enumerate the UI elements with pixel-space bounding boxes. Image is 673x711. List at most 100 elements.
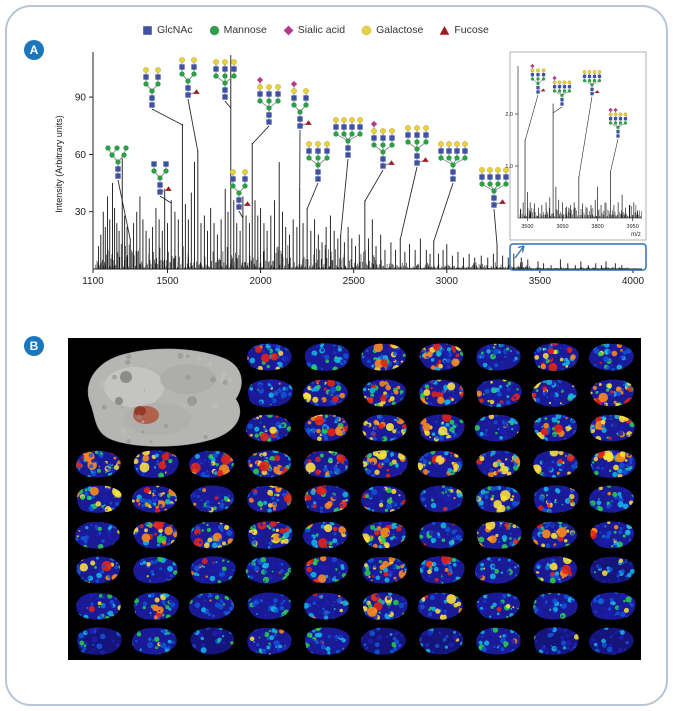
msi-tissue-image [474, 556, 520, 584]
msi-tissue-image [76, 450, 121, 478]
msi-tissue-image [190, 556, 236, 584]
msi-tissue-image [533, 485, 579, 513]
glycan-structure [143, 67, 161, 108]
msi-tissue-image [419, 414, 465, 442]
annotation-connector [610, 138, 619, 173]
annotation-connector [251, 125, 270, 145]
msi-tissue-image [362, 449, 408, 478]
msi-tissue-image [247, 485, 293, 513]
msi-tissue-image [131, 485, 177, 513]
glycan-structure [256, 76, 281, 125]
msi-tissue-image [248, 520, 294, 549]
msi-tissue-image [533, 556, 577, 584]
glycan-structure [230, 169, 251, 210]
annotation-connector [224, 100, 232, 109]
msi-tissue-image [247, 591, 292, 619]
inset-spectrum: 3500 3650 3800 3950 1.0 2.0 m/z [505, 51, 647, 241]
glycan-structure [333, 117, 363, 158]
msi-tissue-image [133, 449, 179, 478]
inset-x-tick-label: 3950 [627, 224, 639, 230]
msi-tissue-image [588, 485, 634, 513]
panel-b-label: B [24, 336, 44, 356]
msi-tissue-image [76, 485, 122, 513]
msi-tissue-image [360, 343, 406, 371]
msi-tissue-image [246, 414, 292, 442]
msi-tissue-image [476, 378, 522, 407]
y-tick-label: 90 [75, 93, 87, 104]
msi-tissue-image [190, 521, 235, 549]
fucose-icon [440, 25, 450, 35]
msi-tissue-image [532, 450, 578, 478]
legend-label: Mannose [223, 24, 267, 36]
x-tick-label: 2500 [343, 276, 366, 287]
msi-tissue-image [476, 449, 520, 477]
msi-tissue-image [419, 485, 463, 513]
glycan-structure [438, 141, 468, 182]
legend-item-galactose: Galactose [361, 24, 423, 36]
annotation-connector [117, 179, 131, 240]
annotation-connector [238, 210, 244, 219]
x-tick-label: 2000 [249, 276, 272, 287]
msi-tissue-image [362, 591, 408, 620]
panel-a-label: A [24, 40, 44, 60]
annotation-connector [578, 96, 593, 178]
annotation-connector [306, 182, 319, 210]
msi-tissue-image [533, 414, 577, 442]
inset-x-tick-label: 3800 [591, 224, 603, 230]
msi-tissue-image [361, 520, 406, 548]
zoom-region-box [509, 243, 647, 271]
msi-tissue-image [474, 414, 520, 442]
glycan-structure [479, 167, 509, 208]
zoom-arrow-icon [514, 245, 525, 259]
glcnac-icon [143, 25, 152, 35]
msi-tissue-image [190, 485, 235, 513]
msi-tissue-image [361, 378, 406, 406]
msi-tissue-image [76, 592, 121, 620]
msi-tissue-image [360, 485, 406, 513]
msi-tissue-image [188, 450, 235, 478]
msi-tissue-image [246, 556, 292, 584]
msi-tissue-image [590, 556, 635, 584]
x-tick-label: 3500 [529, 276, 552, 287]
legend-item-glcnac: GlcNAc [142, 24, 193, 36]
msi-tissue-image [475, 343, 521, 371]
spectrum-peaks [98, 55, 623, 269]
inset-x-tick-label: 3650 [556, 224, 568, 230]
annotation-connector [159, 195, 172, 204]
y-axis-label: Intensity (Arbitrary units) [54, 115, 64, 213]
glycan-legend: GlcNAc Mannose Sialic acid Galactose Fucose [142, 24, 489, 36]
glycan-structure [608, 107, 628, 138]
msi-tissue-image [133, 591, 179, 620]
msi-tissue-image [304, 414, 349, 442]
glycan-structure [179, 57, 200, 98]
msi-tissue-image [305, 343, 351, 371]
msi-tissue-image [533, 343, 579, 371]
msi-tissue-image [590, 449, 636, 478]
legend-label: Galactose [376, 24, 424, 36]
glycan-structure [370, 120, 395, 169]
inset-y-tick-label: 2.0 [505, 112, 513, 118]
msi-tissue-image [417, 592, 463, 620]
msi-tissue-image [76, 627, 122, 655]
legend-label: GlcNAc [157, 24, 193, 36]
annotation-connector [364, 169, 384, 202]
msi-tissue-image [304, 556, 349, 584]
annotation-connector [552, 106, 563, 114]
msi-tissue-image [475, 627, 521, 655]
optical-tissue-image [87, 348, 242, 447]
msi-tissue-image [133, 556, 178, 584]
msi-tissue-image [531, 379, 577, 407]
msi-tissue-image [419, 627, 463, 655]
msi-tissue-image [417, 450, 463, 478]
inset-x-axis-label: m/z [631, 232, 641, 238]
x-tick-label: 1500 [156, 276, 179, 287]
glycan-structure [290, 80, 312, 129]
mass-spectrum: 1100 1500 2000 2500 3000 3500 4000 30 60 90 Intens… [54, 51, 647, 287]
legend-item-mannose: Mannose [209, 24, 267, 36]
msi-tissue-image [247, 627, 293, 655]
legend-label: Sialic acid [297, 24, 346, 36]
msi-tissue-image [248, 378, 294, 407]
msi-tissue-image [361, 414, 407, 442]
msi-tissue-image [588, 627, 634, 655]
msi-tissue-image [590, 520, 635, 548]
